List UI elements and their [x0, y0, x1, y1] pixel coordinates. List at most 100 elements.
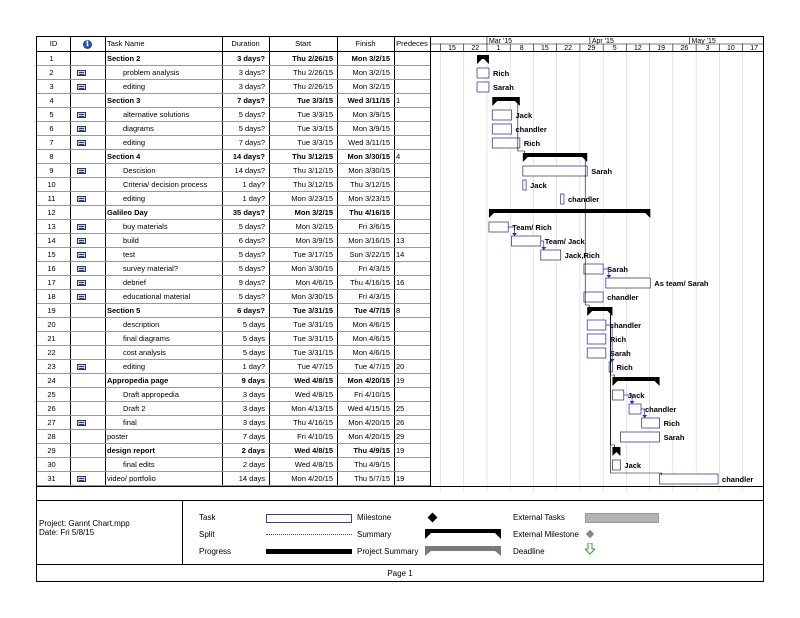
table-row[interactable]: 26 Draft 2 3 days Mon 4/13/15 Wed 4/15/15 25 — [37, 402, 430, 416]
resource-label: Sarah — [607, 265, 628, 274]
cell-start: Tue 3/31/15 — [293, 334, 333, 343]
table-row[interactable]: 31 video/ portfolio 14 days Mon 4/20/15 Thu … — [37, 472, 430, 486]
cell-finish: Thu 4/16/15 — [349, 278, 390, 287]
cell-duration: 5 days — [242, 334, 265, 343]
column-header-id[interactable]: ID — [49, 39, 58, 48]
table-row[interactable]: 2 problem analysis 3 days? Thu 2/26/15 Mon 3… — [37, 66, 430, 80]
cell-start: Mon 3/30/15 — [291, 292, 333, 301]
table-row[interactable]: 19 Section 5 6 days? Tue 3/31/15 Tue 4/7/15 8 — [37, 304, 430, 318]
cell-duration: 1 day? — [242, 180, 265, 189]
notes-icon[interactable] — [77, 224, 86, 230]
notes-icon[interactable] — [77, 476, 86, 482]
resource-label: Jack — [516, 111, 534, 120]
timescale-day: 1 — [497, 45, 501, 52]
legend-milestone-label: Milestone — [357, 513, 392, 522]
cell-start: Mon 4/6/15 — [295, 278, 333, 287]
cell-finish: Mon 4/20/15 — [348, 432, 390, 441]
table-row[interactable]: 8 Section 4 14 days? Thu 3/12/15 Mon 3/30/15… — [37, 150, 430, 164]
table-row[interactable]: 20 description 5 days Tue 3/31/15 Mon 4/6/15 — [37, 318, 430, 332]
cell-id: 4 — [49, 96, 54, 105]
column-header-finish[interactable]: Finish — [355, 39, 376, 48]
cell-finish: Mon 3/30/15 — [347, 152, 390, 161]
table-row[interactable]: 12 Galileo Day 35 days? Mon 3/2/15 Thu 4/16/… — [37, 206, 430, 220]
column-header-start[interactable]: Start — [295, 39, 311, 48]
table-row[interactable]: 18 educational material 5 days? Mon 3/30/15… — [37, 290, 430, 304]
cell-finish: Tue 4/7/15 — [354, 362, 390, 371]
cell-duration: 9 days — [241, 376, 265, 385]
table-row[interactable]: 11 editing 1 day? Mon 3/23/15 Mon 3/23/15 — [37, 192, 430, 206]
table-row[interactable]: 27 final 3 days Thu 4/16/15 Mon 4/20/15 26 — [37, 416, 430, 430]
column-header-duration[interactable]: Duration — [231, 39, 260, 48]
task-bar — [522, 165, 588, 177]
notes-icon[interactable] — [77, 280, 86, 286]
table-row[interactable]: 9 Descision 14 days? Thu 3/12/15 Mon 3/30/15 — [37, 164, 430, 178]
project-name: Project: Gannt Chart.mpp — [39, 519, 130, 528]
table-row[interactable]: 3 editing 3 days? Thu 2/26/15 Mon 3/2/15 — [37, 80, 430, 94]
notes-icon[interactable] — [77, 266, 86, 272]
cell-duration: 3 days — [242, 418, 265, 427]
cell-duration: 7 days — [242, 432, 265, 441]
task-bar — [586, 319, 607, 331]
cell-start: Mon 3/9/15 — [295, 236, 333, 245]
cell-duration: 5 days? — [238, 222, 265, 231]
cell-name: debrief — [123, 278, 146, 287]
table-row[interactable]: 24 Appropedia page 9 days Wed 4/8/15 Mon 4/2… — [37, 374, 430, 388]
cell-start: Mon 3/23/15 — [291, 194, 333, 203]
cell-name: test — [123, 250, 136, 259]
cell-id: 6 — [49, 124, 54, 133]
cell-name: Draft 2 — [123, 404, 146, 413]
notes-icon[interactable] — [77, 140, 86, 146]
table-row[interactable]: 1 Section 2 3 days? Thu 2/26/15 Mon 3/2/15 — [37, 52, 430, 66]
timescale-month: Mar '15 — [489, 38, 512, 45]
task-bar — [586, 347, 607, 359]
cell-duration: 9 days? — [238, 278, 265, 287]
table-row[interactable]: 16 survey material? 5 days? Mon 3/30/15 Fri … — [37, 262, 430, 276]
notes-icon[interactable] — [77, 238, 86, 244]
table-row[interactable]: 23 editing 1 day? Tue 4/7/15 Tue 4/7/15 20 — [37, 360, 430, 374]
notes-icon[interactable] — [77, 196, 86, 202]
table-row[interactable]: 30 final edits 2 days Wed 4/8/15 Thu 4/9/15 — [37, 458, 430, 472]
timescale-day: 5 — [613, 45, 617, 52]
resource-label: Rich — [610, 335, 627, 344]
table-row[interactable]: 25 Draft appropedia 3 days Wed 4/8/15 Fri 4/… — [37, 388, 430, 402]
table-row[interactable]: 22 cost analysis 5 days Tue 3/31/15 Mon 4/6/… — [37, 346, 430, 360]
table-row[interactable]: 28 poster 7 days Fri 4/10/15 Mon 4/20/15 29 — [37, 430, 430, 444]
cell-start: Thu 4/16/15 — [292, 418, 333, 427]
notes-icon[interactable] — [77, 168, 86, 174]
summary-bar — [492, 97, 520, 106]
table-row[interactable]: 7 editing 7 days? Tue 3/3/15 Wed 3/11/15 — [37, 136, 430, 150]
notes-icon[interactable] — [77, 70, 86, 76]
notes-icon[interactable] — [77, 112, 86, 118]
table-row[interactable]: 14 build 6 days? Mon 3/9/15 Mon 3/16/15 13 — [37, 234, 430, 248]
resource-label: Rich — [664, 419, 681, 428]
cell-name: problem analysis — [123, 68, 180, 77]
table-row[interactable]: 4 Section 3 7 days? Tue 3/3/15 Wed 3/11/15 1 — [37, 94, 430, 108]
table-row[interactable]: 21 final diagrams 5 days Tue 3/31/15 Mon 4/6… — [37, 332, 430, 346]
task-bar — [491, 109, 512, 121]
table-row[interactable]: 29 design report 2 days Wed 4/8/15 Thu 4/9/1… — [37, 444, 430, 458]
cell-duration: 6 days? — [237, 306, 265, 315]
task-bar — [540, 249, 562, 261]
notes-icon[interactable] — [77, 420, 86, 426]
table-row[interactable]: 13 buy materials 5 days? Mon 3/2/15 Fri 3/6/… — [37, 220, 430, 234]
table-row[interactable]: 15 test 5 days? Tue 3/17/15 Sun 3/22/15 14 — [37, 248, 430, 262]
table-row[interactable]: 6 diagrams 5 days? Tue 3/3/15 Mon 3/9/15 — [37, 122, 430, 136]
cell-start: Thu 3/12/15 — [292, 152, 333, 161]
legend-external-tasks-label: External Tasks — [513, 513, 565, 522]
notes-icon[interactable] — [77, 294, 86, 300]
cell-duration: 5 days — [242, 348, 265, 357]
cell-name: editing — [123, 362, 146, 371]
column-header-info[interactable]: ℹ — [70, 37, 105, 51]
notes-icon[interactable] — [77, 84, 86, 90]
table-row[interactable]: 17 debrief 9 days? Mon 4/6/15 Thu 4/16/15 16 — [37, 276, 430, 290]
notes-icon[interactable] — [77, 126, 86, 132]
column-header-pred[interactable]: Predeces — [396, 39, 428, 48]
table-row[interactable]: 5 alternative solutions 5 days? Tue 3/3/15 M… — [37, 108, 430, 122]
column-header-name[interactable]: Task Name — [107, 39, 145, 48]
table-row[interactable]: 10 Criteria/ decision process 1 day? Thu 3/… — [37, 178, 430, 192]
notes-icon[interactable] — [77, 252, 86, 258]
notes-icon[interactable] — [77, 364, 86, 370]
resource-label: Rich — [524, 139, 541, 148]
timescale-day: 22 — [471, 45, 479, 52]
timescale-day: 22 — [564, 45, 572, 52]
